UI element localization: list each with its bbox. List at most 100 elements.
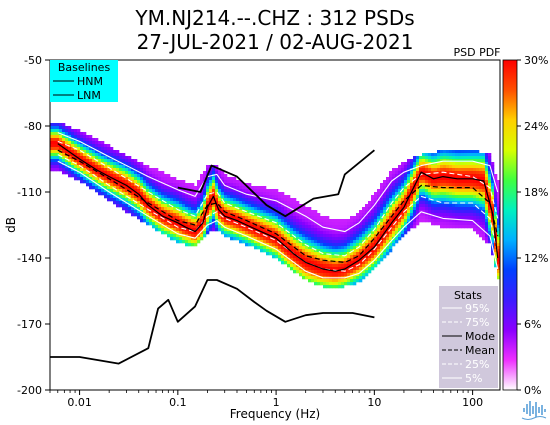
density-cell	[200, 231, 204, 235]
density-cell	[395, 198, 399, 202]
density-cell	[89, 171, 93, 175]
density-cell	[455, 150, 459, 154]
density-cell	[410, 210, 414, 214]
density-cell	[284, 240, 288, 244]
density-cell	[248, 201, 252, 205]
density-cell	[440, 177, 444, 181]
density-cell	[143, 174, 147, 178]
density-cell	[464, 222, 468, 226]
density-cell	[161, 192, 165, 196]
density-cell	[275, 201, 279, 205]
density-cell	[434, 195, 438, 199]
density-cell	[392, 180, 396, 184]
density-cell	[428, 201, 432, 205]
density-cell	[266, 231, 270, 235]
density-cell	[218, 192, 222, 196]
density-cell	[173, 198, 177, 202]
density-cell	[101, 192, 105, 196]
density-cell	[308, 216, 312, 220]
density-cell	[215, 189, 219, 193]
density-cell	[377, 246, 381, 250]
density-cell	[221, 186, 225, 190]
density-cell	[437, 162, 441, 166]
density-cell	[131, 162, 135, 166]
density-cell	[305, 240, 309, 244]
density-cell	[188, 195, 192, 199]
density-cell	[374, 261, 378, 265]
density-cell	[497, 234, 500, 238]
density-cell	[482, 165, 486, 169]
density-cell	[353, 267, 357, 271]
density-cell	[299, 252, 303, 256]
density-cell	[440, 201, 444, 205]
density-cell	[326, 246, 330, 250]
density-cell	[275, 207, 279, 211]
density-cell	[323, 285, 327, 289]
density-cell	[497, 255, 500, 259]
density-cell	[398, 234, 402, 238]
density-cell	[305, 231, 309, 235]
density-cell	[347, 279, 351, 283]
density-cell	[161, 186, 165, 190]
density-cell	[275, 243, 279, 247]
density-cell	[404, 192, 408, 196]
density-cell	[149, 195, 153, 199]
density-cell	[479, 234, 483, 238]
density-cell	[371, 201, 375, 205]
density-cell	[179, 207, 183, 211]
density-cell	[176, 237, 180, 241]
density-cell	[140, 177, 144, 181]
density-cell	[326, 216, 330, 220]
density-cell	[395, 219, 399, 223]
density-cell	[137, 204, 141, 208]
density-cell	[494, 192, 498, 196]
density-cell	[110, 180, 114, 184]
density-cell	[209, 225, 213, 229]
density-cell	[458, 156, 462, 160]
density-cell	[485, 213, 489, 217]
density-cell	[227, 192, 231, 196]
density-cell	[470, 174, 474, 178]
density-cell	[230, 180, 234, 184]
density-cell	[230, 192, 234, 196]
density-cell	[185, 237, 189, 241]
density-cell	[335, 237, 339, 241]
density-cell	[446, 162, 450, 166]
density-cell	[428, 204, 432, 208]
density-cell	[314, 276, 318, 280]
density-cell	[275, 192, 279, 196]
density-cell	[485, 234, 489, 238]
density-cell	[98, 159, 102, 163]
density-cell	[464, 153, 468, 157]
density-cell	[485, 201, 489, 205]
density-cell	[464, 171, 468, 175]
density-cell	[380, 183, 384, 187]
density-cell	[152, 213, 156, 217]
density-cell	[191, 222, 195, 226]
density-cell	[224, 207, 228, 211]
density-cell	[479, 159, 483, 163]
density-cell	[398, 204, 402, 208]
density-cell	[272, 189, 276, 193]
density-cell	[455, 207, 459, 211]
density-cell	[320, 222, 324, 226]
density-cell	[407, 204, 411, 208]
density-cell	[98, 156, 102, 160]
density-cell	[353, 282, 357, 286]
density-cell	[362, 249, 366, 253]
density-cell	[425, 153, 429, 157]
density-cell	[407, 171, 411, 175]
density-cell	[137, 171, 141, 175]
density-cell	[98, 180, 102, 184]
density-cell	[359, 267, 363, 271]
density-cell	[125, 174, 129, 178]
density-cell	[71, 144, 75, 148]
density-cell	[470, 204, 474, 208]
density-cell	[434, 204, 438, 208]
density-cell	[149, 222, 153, 226]
density-cell	[386, 234, 390, 238]
density-cell	[176, 186, 180, 190]
density-cell	[134, 192, 138, 196]
density-cell	[449, 216, 453, 220]
density-cell	[449, 153, 453, 157]
